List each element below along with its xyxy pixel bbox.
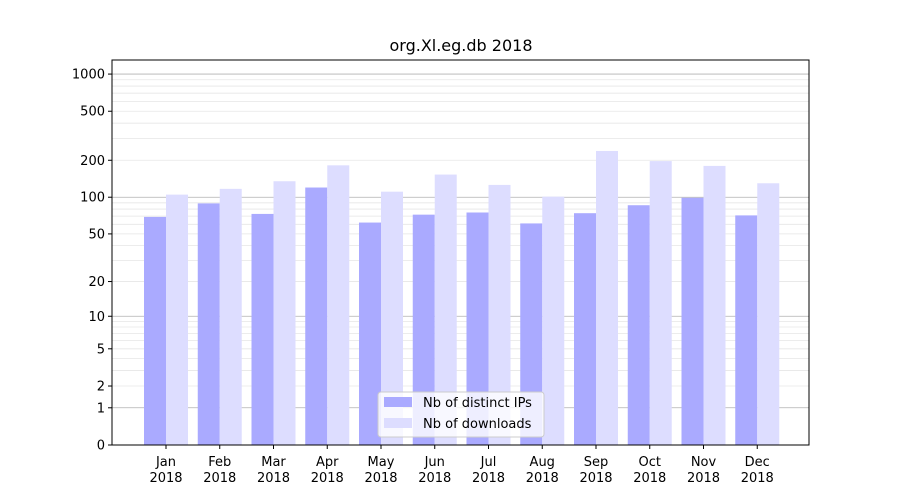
bar-downloads-5 bbox=[381, 191, 403, 445]
legend-label: Nb of distinct IPs bbox=[423, 396, 532, 411]
x-tick-label: May 2018 bbox=[364, 455, 397, 486]
bar-downloads-11 bbox=[703, 165, 726, 446]
bar-downloads-4 bbox=[327, 165, 350, 445]
bar-distinct-ips-1 bbox=[144, 216, 166, 445]
x-tick-label: Aug 2018 bbox=[526, 455, 559, 486]
x-tick-label: Dec 2018 bbox=[741, 455, 774, 486]
bar-downloads-12 bbox=[757, 183, 780, 445]
bar-downloads-1 bbox=[166, 194, 188, 445]
bar-downloads-7 bbox=[488, 184, 511, 445]
plot-frame bbox=[111, 59, 810, 446]
chart-title: org.Xl.eg.db 2018 bbox=[389, 36, 532, 55]
y-tick-label: 200 bbox=[80, 154, 105, 169]
bars bbox=[144, 150, 780, 446]
bar-distinct-ips-2 bbox=[197, 203, 220, 445]
bar-downloads-8 bbox=[542, 196, 565, 445]
x-tick-label: Mar 2018 bbox=[257, 455, 290, 486]
bar-downloads-6 bbox=[434, 174, 457, 446]
legend-swatch bbox=[384, 418, 412, 428]
x-tick-label: Jan 2018 bbox=[149, 455, 182, 486]
bar-distinct-ips-9 bbox=[574, 213, 596, 445]
bar-distinct-ips-7 bbox=[466, 212, 489, 445]
bar-distinct-ips-8 bbox=[520, 223, 543, 445]
y-tick-label: 1 bbox=[97, 401, 105, 416]
x-tick-label: Feb 2018 bbox=[203, 455, 236, 486]
y-tick-label: 50 bbox=[88, 227, 105, 242]
y-tick-label: 10 bbox=[88, 310, 105, 325]
x-axis: Jan 2018 Feb 2018 Mar 2018 Apr 2018 May 2018 Jun 20… bbox=[149, 445, 774, 486]
bar-distinct-ips-11 bbox=[681, 197, 704, 445]
x-tick-label: Jun 2018 bbox=[418, 455, 451, 486]
x-tick-label: Apr 2018 bbox=[311, 455, 344, 486]
x-tick-label: Oct 2018 bbox=[633, 455, 666, 486]
bar-distinct-ips-12 bbox=[735, 215, 758, 445]
legend-label: Nb of downloads bbox=[423, 417, 532, 432]
bar-downloads-10 bbox=[649, 161, 672, 445]
bar-distinct-ips-5 bbox=[359, 222, 381, 445]
y-axis: 0 1 2 5 10 20 50 100 200 500 1000 bbox=[72, 68, 112, 454]
x-tick-label: Sep 2018 bbox=[579, 455, 612, 486]
bar-distinct-ips-6 bbox=[412, 214, 435, 445]
y-tick-label: 5 bbox=[97, 342, 105, 357]
y-tick-label: 1000 bbox=[72, 68, 105, 83]
x-tick-label: Nov 2018 bbox=[687, 455, 720, 486]
bar-distinct-ips-10 bbox=[627, 205, 650, 445]
x-tick-label: Jul 2018 bbox=[472, 455, 505, 486]
bar-distinct-ips-4 bbox=[305, 187, 328, 446]
y-tick-label: 20 bbox=[88, 275, 105, 290]
y-tick-label: 500 bbox=[80, 105, 105, 120]
bar-downloads-9 bbox=[596, 150, 618, 446]
bar-distinct-ips-3 bbox=[251, 213, 274, 445]
legend-swatch bbox=[384, 397, 412, 407]
y-tick-label: 2 bbox=[97, 380, 105, 395]
y-tick-label: 100 bbox=[80, 191, 105, 206]
bar-downloads-3 bbox=[273, 181, 296, 445]
y-tick-label: 0 bbox=[97, 439, 105, 454]
legend: Nb of distinct IPs Nb of downloads bbox=[377, 391, 545, 438]
bar-downloads-2 bbox=[219, 188, 242, 445]
legend-box bbox=[377, 391, 545, 438]
